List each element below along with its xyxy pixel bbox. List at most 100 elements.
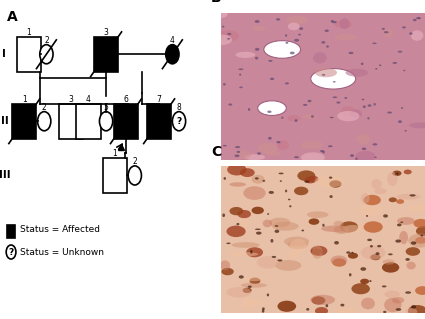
Ellipse shape xyxy=(370,245,373,248)
Ellipse shape xyxy=(268,137,272,140)
Ellipse shape xyxy=(399,231,408,244)
Circle shape xyxy=(40,45,53,64)
Ellipse shape xyxy=(322,224,325,227)
Ellipse shape xyxy=(350,109,362,118)
Ellipse shape xyxy=(396,199,404,204)
FancyBboxPatch shape xyxy=(76,104,101,139)
Ellipse shape xyxy=(374,188,387,194)
Text: ?: ? xyxy=(176,117,181,126)
Ellipse shape xyxy=(367,117,369,120)
Ellipse shape xyxy=(355,134,370,144)
Ellipse shape xyxy=(288,23,300,30)
Circle shape xyxy=(173,112,186,131)
Ellipse shape xyxy=(235,151,251,159)
Ellipse shape xyxy=(405,291,411,294)
Ellipse shape xyxy=(308,100,312,102)
Ellipse shape xyxy=(408,234,425,248)
Ellipse shape xyxy=(230,182,246,187)
Ellipse shape xyxy=(397,194,420,200)
Ellipse shape xyxy=(374,103,376,106)
Ellipse shape xyxy=(398,120,402,123)
FancyBboxPatch shape xyxy=(147,104,171,139)
Ellipse shape xyxy=(329,176,332,179)
Ellipse shape xyxy=(227,287,252,298)
Ellipse shape xyxy=(258,101,286,115)
Ellipse shape xyxy=(277,140,289,150)
Ellipse shape xyxy=(333,226,348,234)
Ellipse shape xyxy=(257,152,261,155)
FancyBboxPatch shape xyxy=(12,104,37,139)
Ellipse shape xyxy=(301,230,304,231)
Ellipse shape xyxy=(361,63,363,65)
Ellipse shape xyxy=(264,41,300,58)
Ellipse shape xyxy=(226,242,231,244)
Ellipse shape xyxy=(315,307,328,315)
Ellipse shape xyxy=(270,78,274,80)
Ellipse shape xyxy=(255,48,259,51)
Ellipse shape xyxy=(224,177,226,180)
Ellipse shape xyxy=(311,115,314,118)
Ellipse shape xyxy=(267,111,272,113)
Text: Status = Affected: Status = Affected xyxy=(20,225,100,234)
Ellipse shape xyxy=(406,262,416,270)
Ellipse shape xyxy=(286,250,300,258)
Text: 2: 2 xyxy=(133,157,137,166)
Ellipse shape xyxy=(320,150,324,152)
Ellipse shape xyxy=(363,195,381,205)
Ellipse shape xyxy=(302,115,317,119)
Ellipse shape xyxy=(361,246,385,260)
Ellipse shape xyxy=(387,112,392,114)
Ellipse shape xyxy=(370,254,381,260)
FancyBboxPatch shape xyxy=(103,158,127,193)
Ellipse shape xyxy=(379,64,381,66)
Ellipse shape xyxy=(372,42,377,44)
Ellipse shape xyxy=(414,219,425,228)
Circle shape xyxy=(37,112,51,131)
Circle shape xyxy=(128,166,142,185)
Ellipse shape xyxy=(410,194,416,197)
Ellipse shape xyxy=(405,247,420,256)
Ellipse shape xyxy=(406,308,417,315)
Ellipse shape xyxy=(335,307,357,313)
Ellipse shape xyxy=(382,259,395,265)
Ellipse shape xyxy=(368,104,371,107)
Ellipse shape xyxy=(262,307,265,310)
Ellipse shape xyxy=(267,213,269,215)
Ellipse shape xyxy=(262,180,265,182)
Ellipse shape xyxy=(351,252,354,254)
Ellipse shape xyxy=(267,293,269,296)
Ellipse shape xyxy=(355,158,357,160)
Ellipse shape xyxy=(383,214,388,218)
Ellipse shape xyxy=(242,298,255,309)
Ellipse shape xyxy=(255,57,258,60)
Text: 5: 5 xyxy=(104,103,108,112)
Text: III: III xyxy=(0,170,10,181)
Ellipse shape xyxy=(246,300,270,305)
FancyBboxPatch shape xyxy=(17,37,41,72)
Ellipse shape xyxy=(355,151,375,162)
Text: 1: 1 xyxy=(26,28,31,37)
Ellipse shape xyxy=(262,309,264,313)
Ellipse shape xyxy=(220,260,230,270)
Ellipse shape xyxy=(315,68,337,77)
Ellipse shape xyxy=(310,295,335,305)
Ellipse shape xyxy=(326,304,328,307)
Ellipse shape xyxy=(272,256,276,258)
Text: 8: 8 xyxy=(177,103,181,112)
Ellipse shape xyxy=(268,60,272,62)
Ellipse shape xyxy=(383,311,386,313)
Text: A: A xyxy=(7,10,17,24)
Ellipse shape xyxy=(329,180,342,188)
Ellipse shape xyxy=(408,305,425,316)
Ellipse shape xyxy=(221,268,234,275)
Ellipse shape xyxy=(325,30,329,32)
Ellipse shape xyxy=(290,52,295,54)
Ellipse shape xyxy=(394,62,397,63)
Ellipse shape xyxy=(240,168,255,177)
Ellipse shape xyxy=(239,277,264,281)
Ellipse shape xyxy=(405,130,407,131)
Ellipse shape xyxy=(349,273,351,277)
Ellipse shape xyxy=(360,267,366,271)
Ellipse shape xyxy=(227,33,231,35)
Ellipse shape xyxy=(392,171,402,176)
